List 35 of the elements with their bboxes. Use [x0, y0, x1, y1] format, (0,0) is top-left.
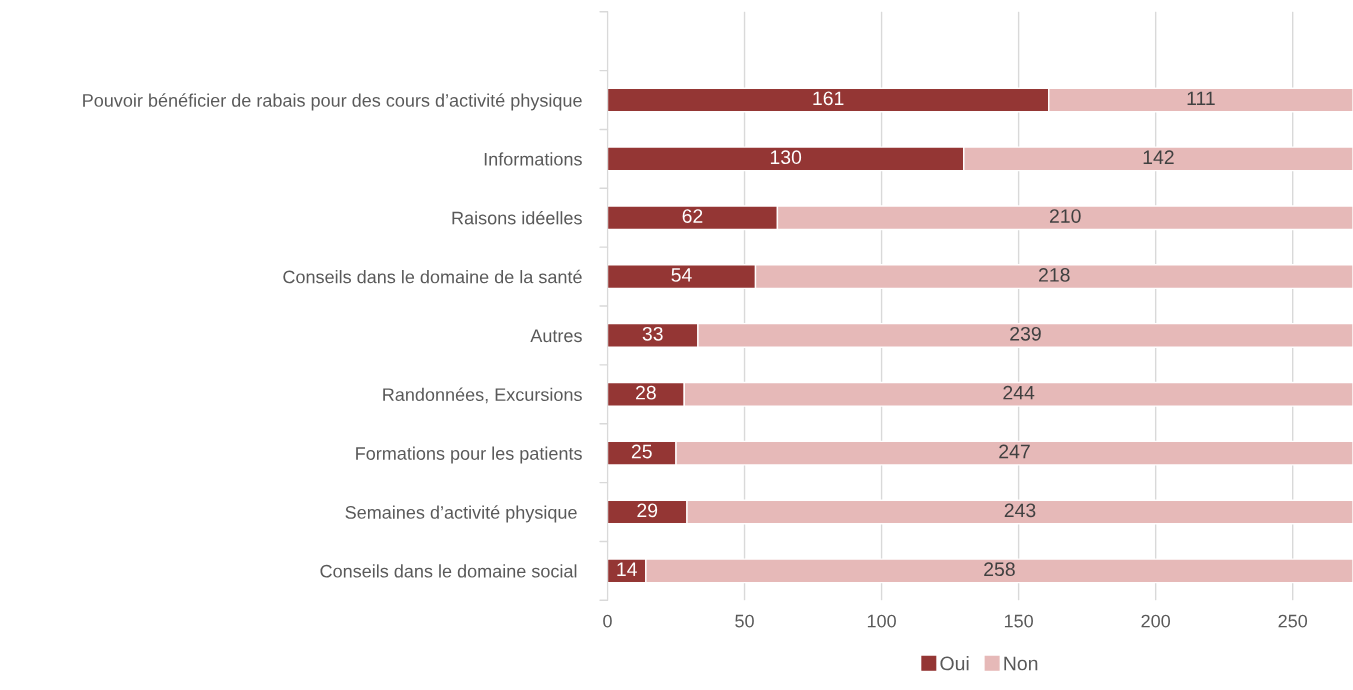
y-tick-label: Raisons idéelles: [452, 210, 582, 225]
legend-label: Oui: [940, 656, 969, 671]
data-label: 130: [770, 150, 802, 165]
x-tick-label: 250: [1278, 614, 1308, 628]
y-tick-label: Conseils dans le domaine de la santé: [283, 269, 582, 284]
data-label: 29: [637, 503, 658, 518]
data-label: 28: [636, 385, 656, 400]
data-label: 14: [617, 562, 637, 576]
y-tick-label: Autres: [530, 329, 582, 343]
legend-label: Non: [1004, 656, 1038, 671]
data-label: 243: [1004, 503, 1036, 518]
data-label: 161: [813, 91, 844, 106]
data-label: 54: [671, 268, 692, 282]
y-tick-label: Semaines d’activité physique: [345, 505, 577, 523]
x-tick-label: 150: [1004, 614, 1033, 628]
data-label: 239: [1010, 326, 1041, 341]
data-label: 247: [999, 444, 1030, 459]
y-tick-label: Randonnées, Excursions: [383, 387, 582, 404]
data-label: 218: [1039, 268, 1070, 282]
data-label: 111: [1187, 91, 1215, 106]
data-label: 33: [642, 326, 663, 341]
x-tick-label: 0: [603, 614, 612, 628]
y-tick-label: Conseils dans le domaine social: [320, 564, 577, 578]
x-tick-label: 50: [735, 614, 754, 628]
data-label: 244: [1003, 385, 1035, 400]
y-tick-label: Pouvoir bénéficier de rabais pour des cours d’activité physique: [83, 93, 582, 111]
data-label: 25: [631, 444, 652, 459]
data-label: 62: [682, 209, 703, 223]
y-tick-label: Formations pour les patients: [356, 446, 582, 464]
data-label: 142: [1143, 150, 1174, 164]
data-label: 210: [1049, 209, 1081, 223]
x-tick-label: 100: [867, 614, 896, 628]
y-tick-label: Informations: [484, 152, 582, 166]
data-label: 258: [984, 562, 1015, 577]
x-tick-label: 200: [1141, 614, 1171, 628]
